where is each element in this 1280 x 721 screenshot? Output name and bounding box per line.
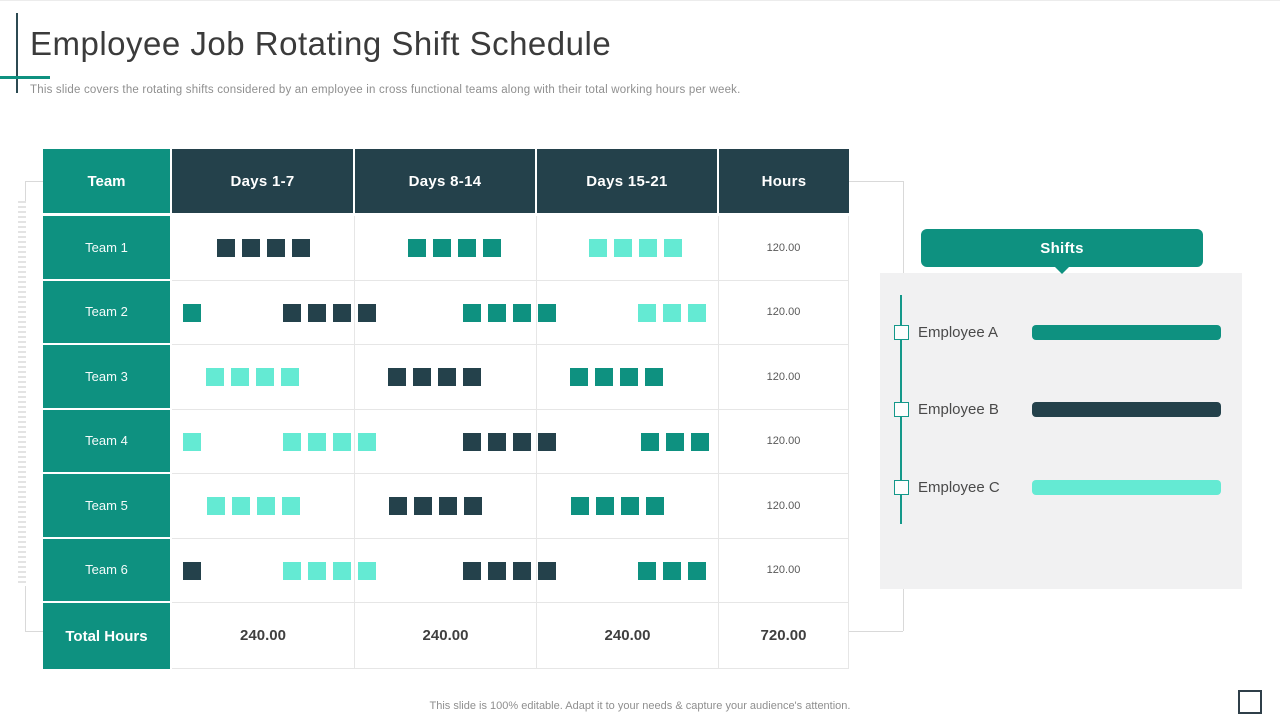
table-header-row: Team Days 1-7 Days 8-14 Days 15-21 Hours — [43, 149, 849, 216]
legend-item-employee-c: Employee C — [880, 479, 1242, 496]
total-hours-label: Total Hours — [43, 603, 172, 669]
shift-cell — [355, 409, 537, 474]
table-row: Team 5 120.00 — [43, 474, 849, 539]
checkbox-icon[interactable] — [894, 325, 909, 340]
left-bracket-top — [25, 181, 43, 182]
shift-schedule-table: Team Days 1-7 Days 8-14 Days 15-21 Hours… — [43, 149, 849, 669]
legend-color-bar — [1032, 402, 1221, 417]
shifts-legend-button[interactable]: Shifts — [921, 229, 1203, 274]
legend-label: Employee B — [918, 401, 999, 418]
shift-cell — [537, 280, 719, 345]
hours-value: 120.00 — [719, 409, 849, 474]
shift-cell — [355, 538, 537, 603]
table-row: Team 3 120.00 — [43, 345, 849, 410]
team-label: Team 5 — [43, 474, 172, 539]
hours-value: 120.00 — [719, 538, 849, 603]
team-label: Team 6 — [43, 538, 172, 603]
shift-cell — [355, 345, 537, 410]
shift-cell — [355, 216, 537, 281]
footer-note: This slide is 100% editable. Adapt it to… — [429, 700, 851, 712]
shift-cell — [537, 216, 719, 281]
left-dashed-ruler — [18, 201, 26, 586]
left-bracket-vertical-bottom — [25, 586, 26, 631]
shift-cell — [355, 474, 537, 539]
table-row: Team 1 120.00 — [43, 216, 849, 281]
team-label: Team 2 — [43, 280, 172, 345]
left-bracket-bottom — [25, 631, 43, 632]
legend-item-employee-a: Employee A — [880, 324, 1242, 341]
header-team: Team — [43, 149, 172, 213]
legend-label: Employee C — [918, 479, 1000, 496]
header-days-1-7: Days 1-7 — [172, 149, 355, 213]
shift-cell — [355, 280, 537, 345]
shift-cell — [172, 474, 355, 539]
shifts-legend-panel — [880, 273, 1242, 589]
shift-cell — [172, 216, 355, 281]
total-days-8-14: 240.00 — [355, 603, 537, 669]
hours-value: 120.00 — [719, 216, 849, 281]
legend-item-employee-b: Employee B — [880, 401, 1242, 418]
team-label: Team 1 — [43, 216, 172, 281]
shift-cell — [537, 345, 719, 410]
team-label: Team 3 — [43, 345, 172, 410]
title-accent-vertical-line — [16, 13, 18, 93]
header-days-8-14: Days 8-14 — [355, 149, 537, 213]
table-total-row: Total Hours 240.00 240.00 240.00 720.00 — [43, 603, 849, 669]
header-hours: Hours — [719, 149, 849, 213]
right-bracket-bottom — [849, 631, 903, 632]
right-bracket-top — [849, 181, 903, 182]
checkbox-icon[interactable] — [894, 480, 909, 495]
table-row: Team 4 120.00 — [43, 409, 849, 474]
page-title: Employee Job Rotating Shift Schedule — [30, 25, 612, 62]
shift-cell — [537, 409, 719, 474]
total-days-15-21: 240.00 — [537, 603, 719, 669]
corner-square-icon — [1238, 690, 1262, 714]
total-hours-value: 720.00 — [719, 603, 849, 669]
left-bracket-vertical-top — [25, 181, 26, 203]
legend-color-bar — [1032, 325, 1221, 340]
shift-cell — [172, 538, 355, 603]
team-label: Team 4 — [43, 409, 172, 474]
shift-cell — [172, 280, 355, 345]
page-subtitle: This slide covers the rotating shifts co… — [30, 84, 741, 96]
hours-value: 120.00 — [719, 345, 849, 410]
checkbox-icon[interactable] — [894, 402, 909, 417]
legend-color-bar — [1032, 480, 1221, 495]
table-row: Team 2 120.00 — [43, 280, 849, 345]
header-days-15-21: Days 15-21 — [537, 149, 719, 213]
total-days-1-7: 240.00 — [172, 603, 355, 669]
shift-cell — [172, 345, 355, 410]
legend-label: Employee A — [918, 324, 999, 341]
shift-cell — [537, 538, 719, 603]
table-row: Team 6 120.00 — [43, 538, 849, 603]
shift-cell — [172, 409, 355, 474]
title-accent-horizontal-line — [0, 76, 50, 79]
hours-value: 120.00 — [719, 474, 849, 539]
hours-value: 120.00 — [719, 280, 849, 345]
shift-cell — [537, 474, 719, 539]
